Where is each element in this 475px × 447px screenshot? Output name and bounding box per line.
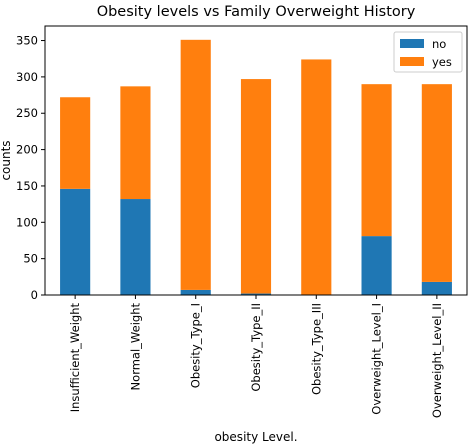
- x-tick-label: Obesity_Type_II: [249, 303, 263, 392]
- bar-yes-Normal_Weight: [120, 86, 151, 200]
- bar-no-Overweight_Level_II: [421, 281, 452, 295]
- y-tick-label: 350: [16, 34, 38, 48]
- x-axis-label: obesity Level.: [214, 430, 297, 444]
- y-tick-label: 50: [23, 252, 38, 266]
- y-axis-label: counts: [0, 140, 13, 180]
- y-tick-label: 100: [16, 215, 38, 229]
- bar-yes-Overweight_Level_II: [421, 84, 452, 282]
- bar-yes-Obesity_Type_II: [240, 79, 272, 294]
- bar-no-Normal_Weight: [120, 199, 151, 295]
- plot-area: 0 50 100 150 200 250 300 350 Insufficient_Weight…: [16, 25, 468, 418]
- legend: no yes: [393, 31, 463, 73]
- x-tick-label: Normal_Weight: [128, 303, 142, 391]
- x-tick-label: Obesity_Type_III: [309, 303, 323, 395]
- legend-label-no: no: [432, 37, 446, 51]
- bar-no-Overweight_Level_I: [361, 236, 392, 295]
- bar-no-Obesity_Type_II: [240, 293, 272, 295]
- bar-yes-Insufficient_Weight: [60, 97, 91, 189]
- bar-yes-Overweight_Level_I: [361, 84, 392, 237]
- legend-label-yes: yes: [432, 55, 452, 69]
- bar-yes-Obesity_Type_I: [180, 39, 211, 290]
- y-tick-label: 250: [16, 106, 38, 120]
- x-tick-label: Insufficient_Weight: [68, 303, 82, 413]
- x-tick-label: Overweight_Level_II: [430, 303, 444, 418]
- legend-swatch-yes: [400, 57, 424, 66]
- y-tick-label: 150: [16, 179, 38, 193]
- x-tick-label: Overweight_Level_I: [370, 303, 384, 415]
- bar-no-Insufficient_Weight: [60, 188, 91, 295]
- x-tick-label: Obesity_Type_I: [189, 303, 203, 388]
- y-tick-label: 0: [31, 288, 38, 302]
- y-tick-label: 300: [16, 70, 38, 84]
- bar-yes-Obesity_Type_III: [301, 59, 332, 296]
- bar-no-Obesity_Type_I: [180, 289, 211, 295]
- legend-swatch-no: [400, 39, 424, 48]
- y-tick-label: 200: [16, 143, 38, 157]
- chart-title: Obesity levels vs Family Overweight Hist…: [97, 4, 416, 20]
